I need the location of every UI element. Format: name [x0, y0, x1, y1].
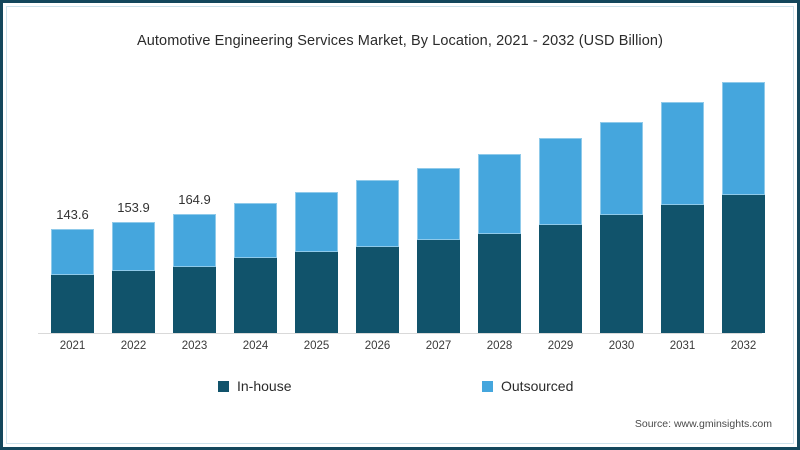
bar-segment-outsourced: [234, 203, 277, 258]
bar-segment-in-house: [234, 258, 277, 333]
legend-swatch-icon: [482, 380, 493, 392]
bar-segment-outsourced: [51, 229, 94, 275]
bar-segment-in-house: [661, 205, 704, 333]
bar-segment-outsourced: [417, 168, 460, 240]
x-axis-tick-label: 2031: [669, 340, 696, 352]
bar-segment-outsourced: [173, 214, 216, 267]
bar-segment-outsourced: [112, 222, 155, 271]
x-axis-tick-label: 2029: [547, 340, 574, 352]
source-attribution: Source: www.gminsights.com: [634, 418, 772, 430]
legend-label: In-house: [237, 378, 292, 394]
bar-segment-outsourced: [600, 122, 643, 215]
bar-segment-outsourced: [722, 82, 765, 195]
x-axis-tick-label: 2022: [120, 340, 147, 352]
x-axis-tick-label: 2026: [364, 340, 391, 352]
bar-segment-outsourced: [539, 138, 582, 225]
bar-segment-in-house: [539, 225, 582, 333]
x-axis-tick-label: 2028: [486, 340, 513, 352]
bar-segment-outsourced: [356, 180, 399, 247]
chart-legend: In-house Outsourced: [0, 378, 800, 400]
x-axis-line: [38, 333, 762, 334]
x-axis-tick-label: 2021: [59, 340, 86, 352]
legend-label: Outsourced: [501, 378, 574, 394]
bar-value-label: 164.9: [178, 192, 211, 207]
bar-segment-in-house: [417, 240, 460, 333]
bar-segment-in-house: [356, 247, 399, 333]
x-axis-tick-label: 2032: [730, 340, 757, 352]
legend-item-outsourced[interactable]: Outsourced: [482, 378, 573, 394]
bar-segment-outsourced: [661, 102, 704, 205]
legend-item-in-house[interactable]: In-house: [218, 378, 291, 394]
x-axis-tick-label: 2027: [425, 340, 452, 352]
bar-segment-in-house: [478, 234, 521, 333]
bar-segment-in-house: [173, 267, 216, 333]
bar-segment-in-house: [295, 252, 338, 333]
x-axis-tick-label: 2025: [303, 340, 330, 352]
x-axis-tick-label: 2024: [242, 340, 269, 352]
bar-segment-in-house: [51, 275, 94, 333]
bar-segment-outsourced: [295, 192, 338, 252]
bar-value-label: 153.9: [117, 200, 150, 215]
x-axis-tick-label: 2023: [181, 340, 208, 352]
bar-segment-in-house: [112, 271, 155, 333]
bar-value-label: 143.6: [56, 207, 89, 222]
bar-segment-in-house: [722, 195, 765, 333]
chart-title: Automotive Engineering Services Market, …: [136, 33, 664, 49]
x-axis-tick-label: 2030: [608, 340, 635, 352]
legend-swatch-icon: [218, 380, 229, 392]
bar-segment-outsourced: [478, 154, 521, 234]
bar-segment-in-house: [600, 215, 643, 333]
